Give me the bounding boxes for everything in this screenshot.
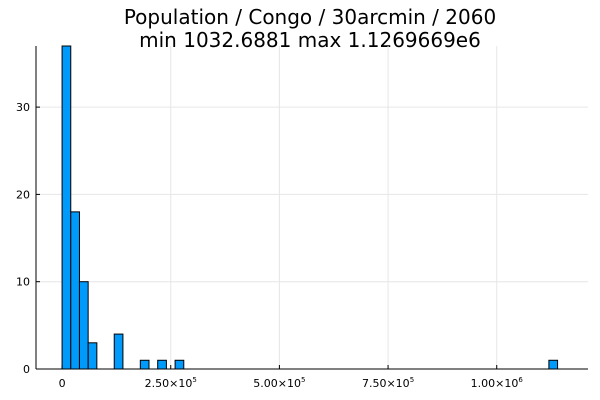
- histogram-bars: [61, 45, 559, 370]
- histogram-bar: [113, 333, 124, 370]
- x-tick-label: 7.50×105: [362, 376, 414, 390]
- histogram-bar: [87, 342, 98, 370]
- y-tick-label: 0: [23, 363, 30, 376]
- chart-title-line-1: Population / Congo / 30arcmin / 2060: [124, 5, 496, 29]
- histogram-bar: [78, 281, 89, 370]
- chart-title-line-2: min 1032.6881 max 1.1269669e6: [139, 28, 481, 52]
- histogram-bar: [548, 359, 559, 370]
- histogram-bar: [174, 359, 185, 370]
- x-tick-label: 2.50×105: [145, 376, 197, 390]
- histogram-bar: [70, 211, 80, 370]
- x-tick-label: 5.00×105: [253, 376, 305, 390]
- histogram-bar: [139, 359, 150, 370]
- x-tick-label: 1.00×106: [471, 376, 524, 390]
- histogram-bar: [61, 45, 72, 370]
- x-tick-label: 0: [59, 377, 66, 390]
- grid-lines: [36, 46, 588, 370]
- axes: [35, 46, 588, 370]
- y-tick-label: 20: [16, 188, 30, 201]
- tick-labels: 0 10 20 30 0 2.50×105 5.00×105 7.50×105 1.00×106: [16, 101, 523, 390]
- y-tick-label: 30: [16, 101, 30, 114]
- histogram-bar: [157, 359, 167, 370]
- y-tick-label: 10: [16, 276, 30, 289]
